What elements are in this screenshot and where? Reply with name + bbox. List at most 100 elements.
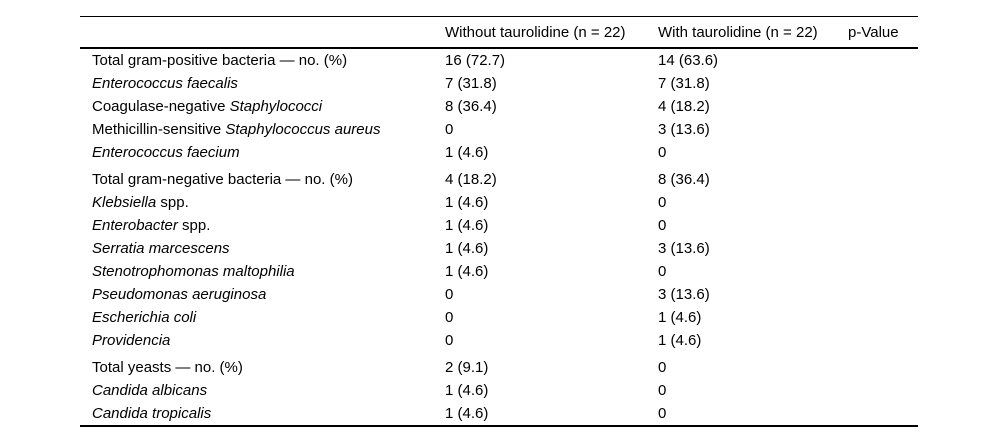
table-row: Total gram-negative bacteria — no. (%) 4 … — [80, 164, 918, 191]
cell-p-value — [848, 283, 918, 306]
cell-p-value — [848, 329, 918, 352]
cell-with-taurolidine: 1 (4.6) — [658, 332, 702, 349]
cell-with-taurolidine: 7 (31.8) — [658, 75, 710, 92]
row-label-species-name: Staphylococcus aureus — [225, 121, 381, 138]
row-label-species-name: Enterococcus faecalis — [92, 75, 238, 92]
header-with-taurolidine: With taurolidine (n = 22) — [658, 16, 848, 49]
header-row: Without taurolidine (n = 22) With taurol… — [80, 16, 918, 49]
cell-with-taurolidine: 3 (13.6) — [658, 240, 710, 257]
row-label-text: Coagulase-negative — [92, 98, 230, 115]
cell-without-taurolidine: 0 — [445, 309, 454, 326]
table-row: Providencia 0 1 (4.6) — [80, 329, 918, 352]
row-label-text: Total gram-negative bacteria — no. (%) — [92, 171, 353, 188]
row-label: Enterobacter spp. — [80, 214, 445, 237]
table-row: Klebsiella spp. 1 (4.6) 0 — [80, 191, 918, 214]
cell-without-taurolidine: 0 — [445, 121, 454, 138]
cell-without-taurolidine: 1 (4.6) — [445, 240, 489, 257]
row-label-species-name: Providencia — [92, 332, 171, 349]
cell-without-taurolidine: 1 (4.6) — [445, 194, 489, 211]
row-label-species-name: Enterococcus faecium — [92, 144, 240, 161]
row-label: Methicillin-sensitive Staphylococcus aur… — [80, 118, 445, 141]
cell-without-taurolidine: 0 — [445, 332, 454, 349]
row-label: Total gram-positive bacteria — no. (%) — [80, 48, 445, 72]
cell-without-taurolidine: 2 (9.1) — [445, 359, 489, 376]
row-label-species-name: Staphylococci — [229, 98, 323, 115]
cell-without-taurolidine: 1 (4.6) — [445, 144, 489, 161]
cell-with-taurolidine: 1 (4.6) — [658, 309, 702, 326]
table-row: Enterococcus faecium 1 (4.6) 0 — [80, 141, 918, 164]
cell-with-taurolidine: 0 — [658, 263, 667, 280]
row-label: Total gram-negative bacteria — no. (%) — [80, 164, 445, 191]
cell-with-taurolidine: 0 — [658, 405, 667, 422]
row-label: Pseudomonas aeruginosa — [80, 283, 445, 306]
microbiology-results-table: Without taurolidine (n = 22) With taurol… — [80, 16, 918, 427]
cell-without-taurolidine: 1 (4.6) — [445, 382, 489, 399]
cell-p-value — [848, 352, 918, 379]
row-label: Providencia — [80, 329, 445, 352]
cell-with-taurolidine: 0 — [658, 359, 667, 376]
row-label-text: spp. — [156, 194, 189, 211]
cell-without-taurolidine: 16 (72.7) — [445, 52, 506, 69]
header-parameter — [80, 16, 445, 49]
cell-p-value — [848, 72, 918, 95]
table-row: Stenotrophomonas maltophilia 1 (4.6) 0 — [80, 260, 918, 283]
row-label: Klebsiella spp. — [80, 191, 445, 214]
cell-p-value — [848, 141, 918, 164]
row-label: Enterococcus faecalis — [80, 72, 445, 95]
row-label: Escherichia coli — [80, 306, 445, 329]
cell-p-value — [848, 402, 918, 426]
row-label-species-name: Candida albicans — [92, 382, 208, 399]
table-row: Methicillin-sensitive Staphylococcus aur… — [80, 118, 918, 141]
table-row: Total gram-positive bacteria — no. (%) 16… — [80, 48, 918, 72]
row-label: Enterococcus faecium — [80, 141, 445, 164]
row-label-species-name: Klebsiella — [92, 194, 157, 211]
table-row: Candida albicans 1 (4.6) 0 — [80, 379, 918, 402]
row-label-text: Total yeasts — no. (%) — [92, 359, 243, 376]
row-label-text: spp. — [177, 217, 211, 234]
table-row: Pseudomonas aeruginosa 0 3 (13.6) — [80, 283, 918, 306]
cell-with-taurolidine: 0 — [658, 194, 667, 211]
row-label: Candida tropicalis — [80, 402, 445, 426]
cell-p-value — [848, 191, 918, 214]
table-row: Candida tropicalis 1 (4.6) 0 — [80, 402, 918, 426]
cell-with-taurolidine: 8 (36.4) — [658, 171, 710, 188]
table-row: Enterococcus faecalis 7 (31.8) 7 (31.8) — [80, 72, 918, 95]
row-label: Stenotrophomonas maltophilia — [80, 260, 445, 283]
table-row: Escherichia coli 0 1 (4.6) — [80, 306, 918, 329]
cell-with-taurolidine: 14 (63.6) — [658, 52, 719, 69]
row-label: Candida albicans — [80, 379, 445, 402]
row-label: Coagulase-negative Staphylococci — [80, 95, 445, 118]
row-label-species-name: Candida tropicalis — [92, 405, 212, 422]
table-body: Total gram-positive bacteria — no. (%) 16… — [80, 48, 918, 426]
table-row: Enterobacter spp. 1 (4.6) 0 — [80, 214, 918, 237]
cell-without-taurolidine: 1 (4.6) — [445, 263, 489, 280]
cell-p-value — [848, 118, 918, 141]
cell-with-taurolidine: 0 — [658, 217, 667, 234]
cell-without-taurolidine: 1 (4.6) — [445, 217, 489, 234]
cell-p-value — [848, 164, 918, 191]
row-label: Total yeasts — no. (%) — [80, 352, 445, 379]
cell-with-taurolidine: 0 — [658, 144, 667, 161]
row-label-species-name: Serratia marcescens — [92, 240, 230, 257]
table-header: Without taurolidine (n = 22) With taurol… — [80, 16, 918, 49]
cell-p-value — [848, 260, 918, 283]
row-label-species-name: Stenotrophomonas maltophilia — [92, 263, 295, 280]
cell-p-value — [848, 214, 918, 237]
cell-without-taurolidine: 0 — [445, 286, 454, 303]
cell-with-taurolidine: 4 (18.2) — [658, 98, 710, 115]
table-row: Total yeasts — no. (%) 2 (9.1) 0 — [80, 352, 918, 379]
header-without-taurolidine: Without taurolidine (n = 22) — [445, 16, 658, 49]
cell-p-value — [848, 95, 918, 118]
row-label-text: Total gram-positive bacteria — no. (%) — [92, 52, 348, 69]
cell-without-taurolidine: 4 (18.2) — [445, 171, 497, 188]
header-p-value: p-Value — [848, 16, 918, 49]
table-row: Coagulase-negative Staphylococci 8 (36.4)… — [80, 95, 918, 118]
cell-with-taurolidine: 3 (13.6) — [658, 121, 710, 138]
row-label: Serratia marcescens — [80, 237, 445, 260]
row-label-species-name: Escherichia coli — [92, 309, 197, 326]
cell-with-taurolidine: 3 (13.6) — [658, 286, 710, 303]
table-row: Serratia marcescens 1 (4.6) 3 (13.6) — [80, 237, 918, 260]
cell-p-value — [848, 306, 918, 329]
cell-p-value — [848, 237, 918, 260]
